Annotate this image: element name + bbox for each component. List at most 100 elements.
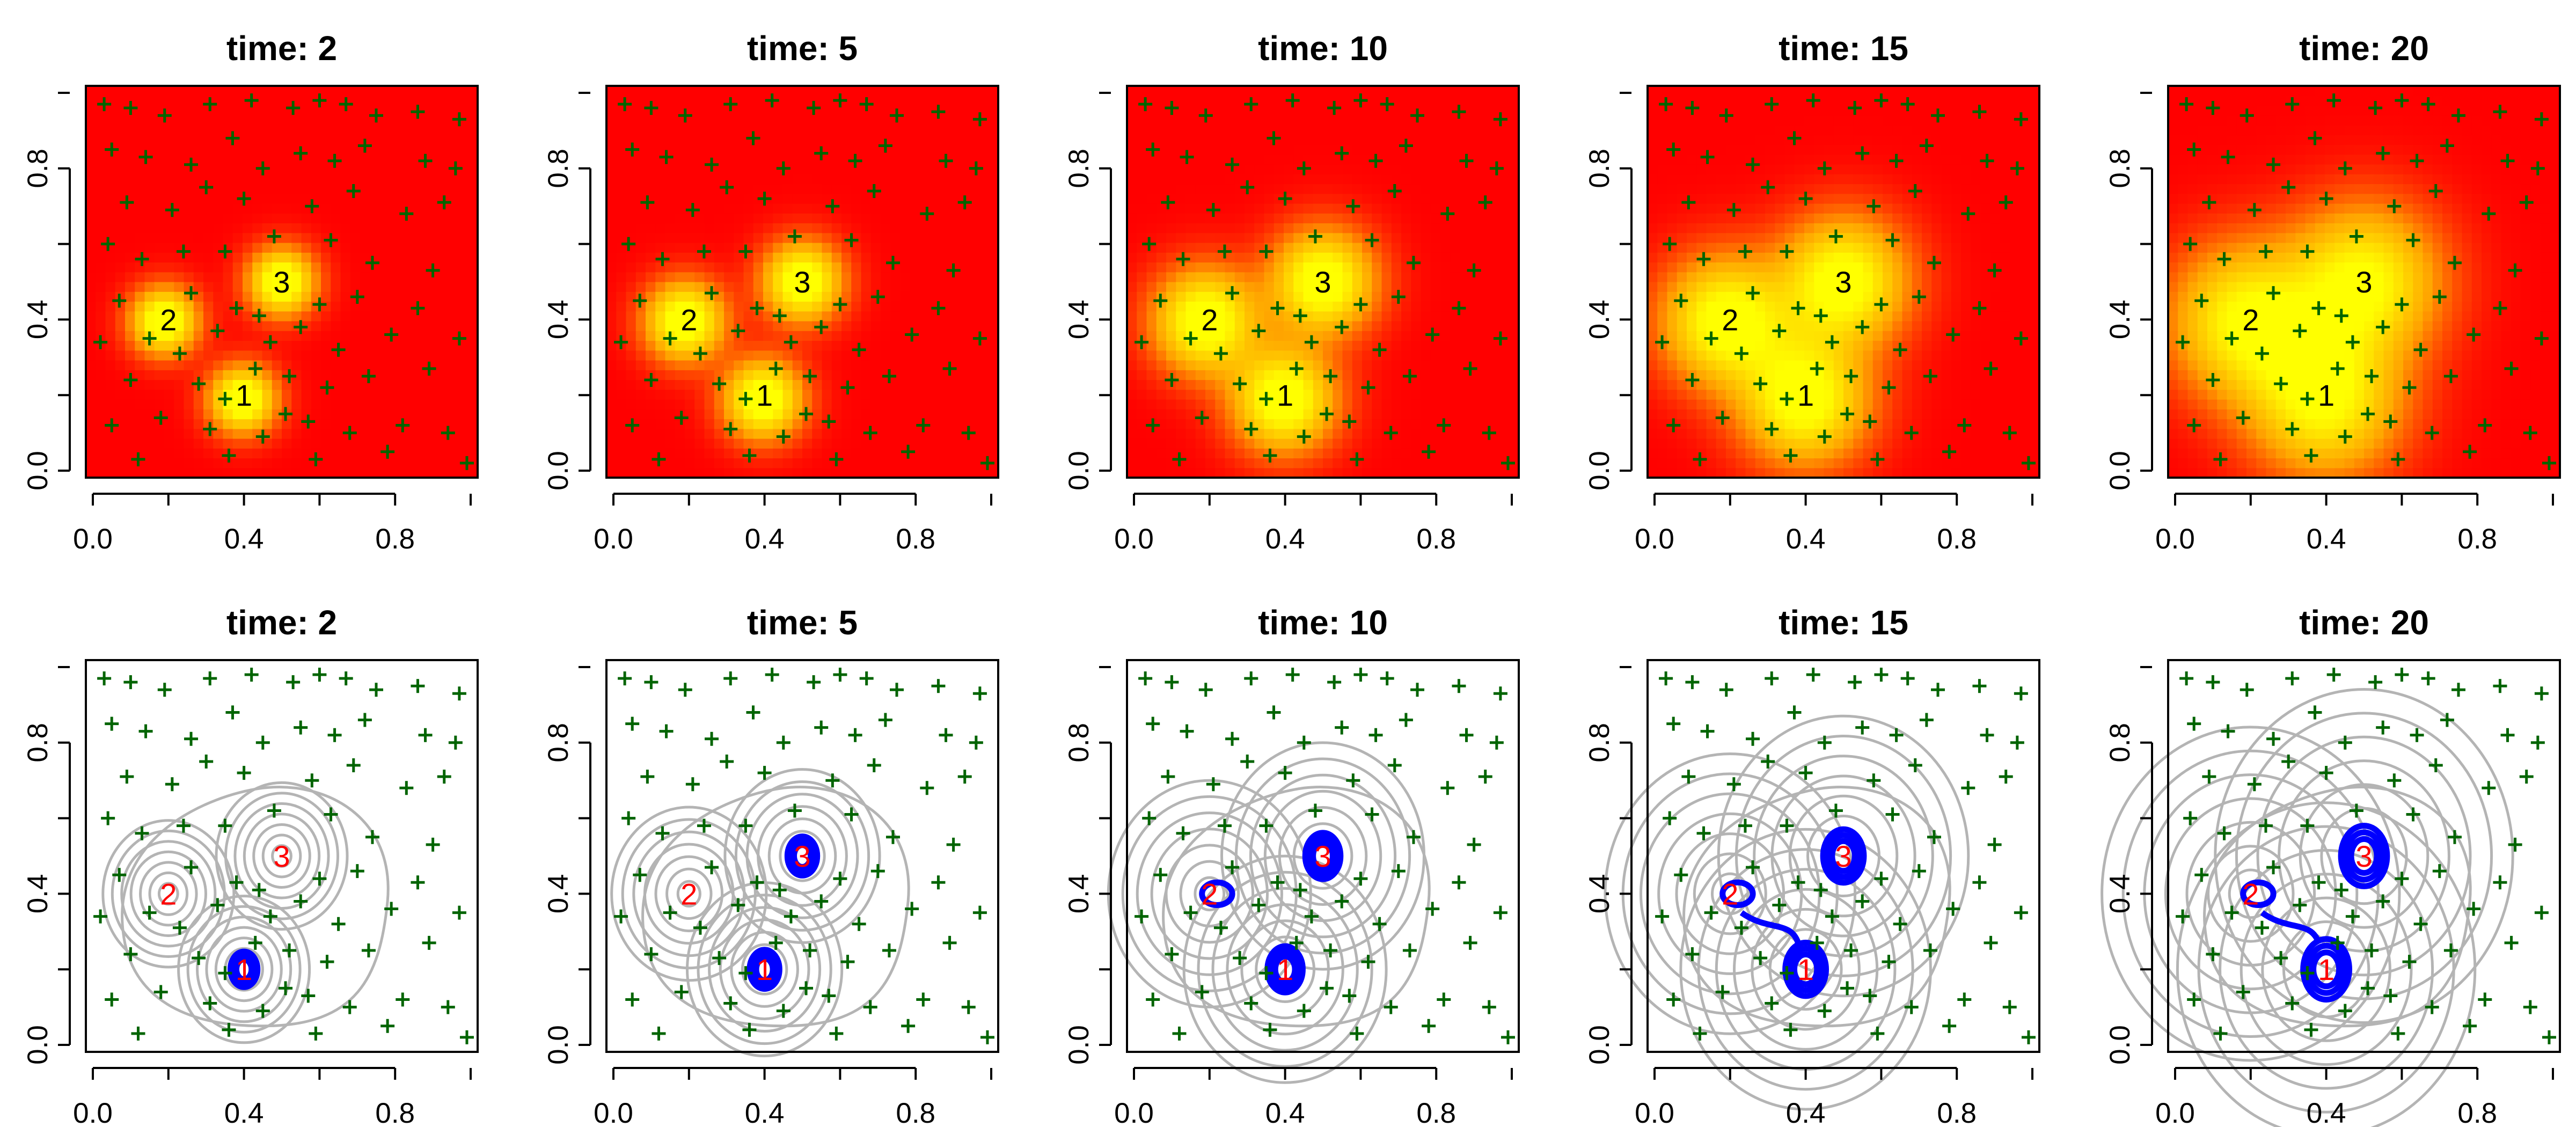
heatmap-cell <box>1391 262 1402 273</box>
contour-line <box>745 793 859 919</box>
heatmap-cell <box>1401 262 1411 273</box>
heatmap-cell <box>115 448 126 459</box>
heatmap-cell <box>409 203 420 214</box>
heatmap-cell <box>870 164 881 174</box>
heatmap-cell <box>1421 213 1431 224</box>
observation-point <box>916 418 931 433</box>
observation-point <box>312 872 327 886</box>
heatmap-cell <box>1146 86 1157 96</box>
heatmap-cell <box>1342 340 1353 351</box>
heatmap-cell <box>802 203 813 214</box>
heatmap-cell <box>1127 458 1137 469</box>
heatmap-cell <box>115 419 126 429</box>
heatmap-cell <box>428 291 439 302</box>
heatmap-cell <box>1372 399 1382 409</box>
heatmap-cell <box>1127 135 1137 145</box>
heatmap-cell <box>428 86 439 96</box>
heatmap-cell <box>291 409 302 420</box>
heatmap-cell <box>646 399 656 409</box>
heatmap-cell <box>920 428 930 439</box>
heatmap-cell <box>223 96 233 106</box>
heatmap-cell <box>743 321 754 331</box>
heatmap-cell <box>939 223 950 233</box>
heatmap-cell <box>1303 419 1314 429</box>
heatmap-cell <box>792 272 803 282</box>
heatmap-cell <box>1176 164 1187 174</box>
heatmap-cell <box>409 252 420 263</box>
heatmap-cell <box>1401 301 1411 312</box>
contour-line <box>148 871 189 916</box>
heatmap-cell <box>1440 203 1451 214</box>
heatmap-cell <box>1215 213 1226 224</box>
heatmap-cell <box>448 86 459 96</box>
heatmap-cell <box>1146 331 1157 341</box>
heatmap-cell <box>1342 213 1353 224</box>
heatmap-cell <box>262 96 273 106</box>
heatmap-cell <box>743 213 754 224</box>
heatmap-cell <box>154 399 165 409</box>
observation-point <box>396 418 410 433</box>
heatmap-cell <box>685 272 695 282</box>
observation-point <box>210 324 225 338</box>
heatmap-cell <box>939 252 950 263</box>
heatmap-cell <box>870 331 881 341</box>
heatmap-cell <box>1185 467 1196 478</box>
heatmap-cell <box>675 458 685 469</box>
heatmap-cell <box>822 340 832 351</box>
heatmap-cell <box>1245 291 1255 302</box>
heatmap-cell <box>724 340 734 351</box>
heatmap-cell <box>812 379 823 390</box>
heatmap-cell <box>988 115 999 126</box>
heatmap-cell <box>379 272 390 282</box>
heatmap-cell <box>1342 184 1353 194</box>
heatmap-cell <box>223 409 233 420</box>
heatmap-cell <box>154 331 165 341</box>
heatmap-cell <box>606 184 617 194</box>
heatmap-cell <box>379 458 390 469</box>
heatmap-cell <box>350 154 361 165</box>
contour-lines <box>101 781 390 1044</box>
heatmap-cell <box>1323 311 1333 321</box>
heatmap-cell <box>252 331 263 341</box>
heatmap-cell <box>782 115 793 126</box>
heatmap-cell <box>154 193 165 204</box>
heatmap-cell <box>1372 125 1382 135</box>
heatmap-cell <box>635 144 646 155</box>
heatmap-cell <box>144 184 155 194</box>
heatmap-cell <box>1313 252 1323 263</box>
observation-point <box>411 301 425 316</box>
heatmap-cell <box>773 379 784 390</box>
observation-point <box>255 1004 270 1018</box>
heatmap-cell <box>655 213 666 224</box>
heatmap-cell <box>841 428 852 439</box>
heatmap-cell <box>419 232 429 243</box>
heatmap-cell <box>988 184 999 194</box>
heatmap-cell <box>724 232 734 243</box>
heatmap-cell <box>193 301 204 312</box>
heatmap-cell <box>792 174 803 185</box>
heatmap-cell <box>870 409 881 420</box>
heatmap-cell <box>135 96 145 106</box>
heatmap-cell <box>822 86 832 96</box>
heatmap-cell <box>626 379 636 390</box>
heatmap-cell <box>399 193 409 204</box>
heatmap-cell <box>232 144 243 155</box>
heatmap-cell <box>626 272 636 282</box>
heatmap-cell <box>1284 213 1294 224</box>
heatmap-cell <box>125 311 135 321</box>
heatmap-cell <box>438 350 449 361</box>
heatmap-cell <box>232 272 243 282</box>
heatmap-cell <box>1303 96 1314 106</box>
heatmap-cell <box>301 184 312 194</box>
heatmap-cell <box>144 438 155 449</box>
heatmap-cell <box>910 193 920 204</box>
heatmap-cell <box>1215 448 1226 459</box>
heatmap-cell <box>331 272 341 282</box>
heatmap-cell <box>428 213 439 224</box>
heatmap-cell <box>1254 223 1265 233</box>
heatmap-cell <box>213 419 224 429</box>
heatmap-cell <box>105 223 116 233</box>
heatmap-cell <box>272 272 282 282</box>
heatmap-cell <box>1225 213 1235 224</box>
heatmap-cell <box>154 105 165 116</box>
